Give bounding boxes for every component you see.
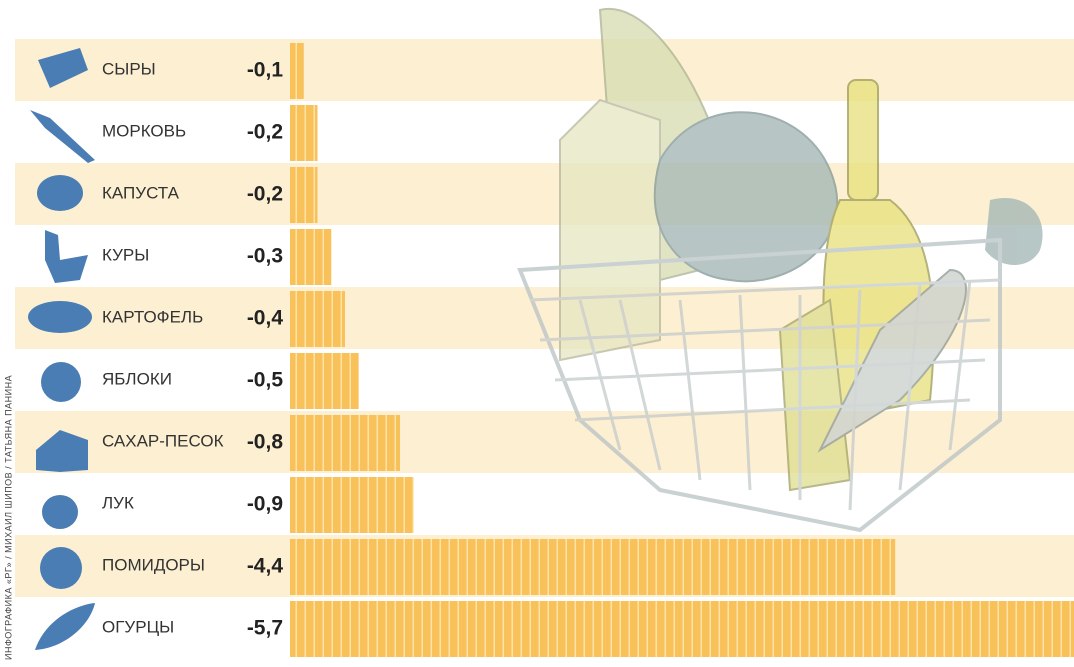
icon-carrot: [30, 110, 95, 163]
icon-onion: [42, 495, 78, 529]
row-band: [15, 39, 1074, 101]
value-label: -5,7: [247, 617, 283, 640]
category-label: ОГУРЦЫ: [102, 617, 174, 636]
icon-cheese: [38, 48, 88, 88]
category-label: КУРЫ: [102, 245, 149, 264]
value-label: -0,2: [247, 183, 283, 206]
bar: [290, 539, 896, 595]
icon-apple: [41, 362, 81, 402]
value-label: -0,5: [247, 369, 284, 392]
category-label: МОРКОВЬ: [102, 121, 186, 140]
credit: ИНФОГРАФИКА «РГ» / МИХАИЛ ШИПОВ / ТАТЬЯН…: [3, 375, 13, 660]
value-label: -0,2: [247, 121, 283, 144]
rows: СЫРЫ -0,1 МОРКОВЬ -0,2 КАПУСТА -0,2 КУРЫ -0,3 КА…: [102, 43, 1074, 657]
category-label: ЯБЛОКИ: [102, 369, 172, 388]
category-label: КАРТОФЕЛЬ: [102, 307, 203, 326]
category-label: КАПУСТА: [102, 183, 180, 202]
bar: [290, 229, 332, 285]
value-label: -0,4: [247, 307, 284, 330]
icon-tomato: [40, 547, 82, 589]
icon-cabbage: [37, 175, 83, 211]
value-label: -0,8: [247, 431, 284, 454]
bar: [290, 353, 359, 409]
value-label: -4,4: [247, 555, 284, 578]
value-label: -0,3: [247, 245, 283, 268]
basket-illustration: [517, 7, 1043, 533]
icons: [28, 48, 95, 650]
bar: [290, 105, 318, 161]
bar: [290, 291, 346, 347]
bar: [290, 601, 1074, 657]
row-band: [15, 411, 1074, 473]
bar: [290, 415, 401, 471]
category-label: СЫРЫ: [102, 59, 156, 78]
icon-potato: [28, 301, 92, 333]
icon-chicken: [45, 230, 88, 283]
bar: [290, 43, 304, 99]
value-label: -0,1: [247, 59, 284, 82]
category-label: САХАР-ПЕСОК: [102, 431, 224, 450]
value-label: -0,9: [247, 493, 283, 516]
category-label: ЛУК: [102, 493, 134, 512]
bar: [290, 167, 318, 223]
category-label: ПОМИДОРЫ: [102, 555, 205, 574]
icon-cucumber: [35, 603, 95, 650]
icon-sugar: [36, 430, 88, 472]
bar: [290, 477, 414, 533]
